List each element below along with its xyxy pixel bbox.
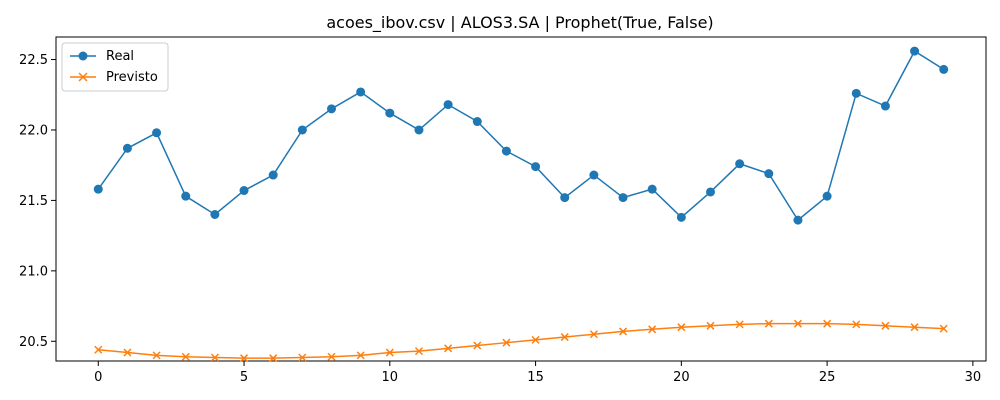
data-point-real [880, 101, 890, 111]
data-point-real [676, 212, 686, 222]
data-point-real [414, 125, 424, 135]
data-point-previsto [677, 323, 686, 332]
data-point-previsto [939, 324, 948, 333]
data-point-real [793, 215, 803, 225]
data-point-previsto [210, 353, 219, 362]
data-point-real [531, 162, 541, 172]
data-point-real [501, 146, 511, 156]
data-point-real [93, 184, 103, 194]
data-point-previsto [94, 345, 103, 354]
data-point-previsto [385, 348, 394, 357]
data-point-previsto [648, 325, 657, 334]
x-tick-label: 15 [527, 370, 544, 385]
data-point-previsto [823, 319, 832, 328]
data-point-previsto [444, 344, 453, 353]
series-line-previsto [98, 322, 944, 359]
data-point-real [560, 193, 570, 203]
data-point-previsto [852, 320, 861, 329]
y-tick-label: 21.0 [19, 264, 48, 279]
data-point-previsto [240, 354, 249, 363]
data-point-previsto [764, 319, 773, 328]
x-tick-label: 30 [965, 370, 982, 385]
legend-box [61, 42, 169, 92]
data-point-previsto [181, 352, 190, 361]
legend-marker-previsto [78, 72, 88, 82]
data-point-real [647, 184, 657, 194]
data-point-real [443, 100, 453, 110]
data-point-previsto [269, 354, 278, 363]
data-point-real [851, 88, 861, 98]
data-point-previsto [910, 323, 919, 332]
data-point-previsto [502, 338, 511, 347]
data-point-previsto [414, 347, 423, 356]
data-point-real [589, 170, 599, 180]
data-point-real [822, 191, 832, 201]
data-point-previsto [356, 351, 365, 360]
y-tick-label: 22.5 [19, 53, 48, 68]
data-point-previsto [793, 319, 802, 328]
data-point-real [910, 46, 920, 56]
data-point-previsto [298, 353, 307, 362]
data-point-real [152, 128, 162, 138]
data-point-real [268, 170, 278, 180]
data-point-previsto [123, 348, 132, 357]
y-tick-label: 20.5 [19, 335, 48, 350]
data-point-real [735, 159, 745, 169]
x-tick-label: 5 [240, 370, 248, 385]
legend-label-previsto: Previsto [106, 70, 158, 85]
legend-label-real: Real [106, 49, 134, 64]
chart-title: acoes_ibov.csv | ALOS3.SA | Prophet(True… [326, 13, 713, 33]
data-point-previsto [589, 330, 598, 339]
data-point-real [356, 87, 366, 97]
data-point-previsto [473, 341, 482, 350]
series-line-real [97, 50, 945, 222]
x-tick-label: 25 [819, 370, 836, 385]
legend: Real Previsto [61, 42, 169, 92]
data-point-real [297, 125, 307, 135]
data-point-previsto [560, 333, 569, 342]
data-point-real [181, 191, 191, 201]
plot-area: 0 5 10 15 20 25 30 20.5 21.0 21.5 22.0 22.5 [19, 36, 987, 385]
data-point-real [239, 186, 249, 196]
data-point-previsto [327, 352, 336, 361]
plot-frame [55, 36, 987, 362]
legend-marker-real [78, 51, 88, 61]
data-point-real [705, 187, 715, 197]
data-point-real [472, 117, 482, 127]
data-point-real [327, 104, 337, 114]
data-point-previsto [531, 335, 540, 344]
x-tick-label: 10 [382, 370, 399, 385]
data-point-real [385, 108, 395, 118]
data-point-previsto [735, 320, 744, 329]
data-point-real [122, 143, 132, 153]
data-point-real [618, 193, 628, 203]
data-point-real [939, 64, 949, 74]
data-point-previsto [152, 351, 161, 360]
data-point-real [210, 209, 220, 219]
data-point-previsto [881, 321, 890, 330]
data-point-real [764, 169, 774, 179]
x-tick-label: 20 [673, 370, 690, 385]
x-tick-label: 0 [94, 370, 102, 385]
y-tick-label: 22.0 [19, 123, 48, 138]
data-point-previsto [619, 327, 628, 336]
y-tick-label: 21.5 [19, 194, 48, 209]
data-point-previsto [706, 321, 715, 330]
